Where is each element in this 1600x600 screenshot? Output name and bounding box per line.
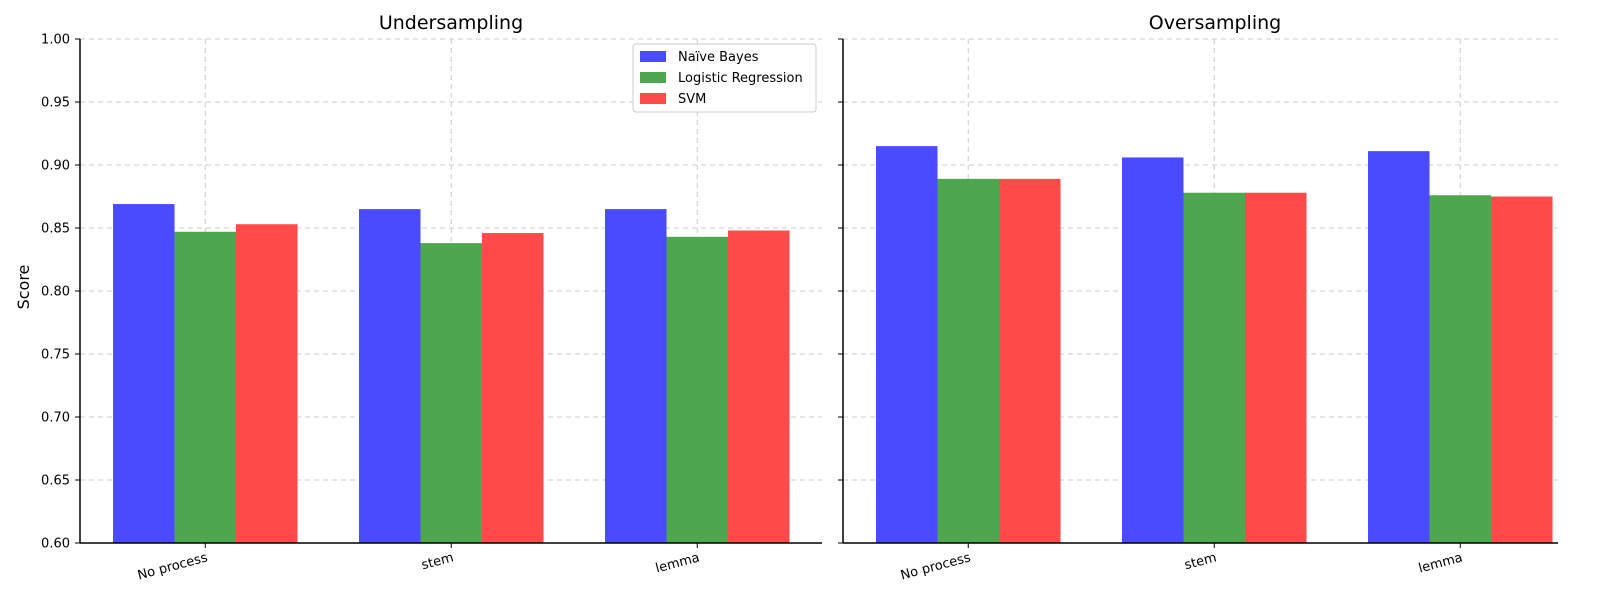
y-tick-label: 0.65 bbox=[41, 474, 70, 489]
undersampling-bar-logistic-regression-no-process bbox=[174, 231, 236, 543]
oversampling-panel: Oversampling No process stem lemma bbox=[838, 12, 1558, 583]
oversampling-x-tick-label-stem: stem bbox=[1183, 550, 1218, 573]
oversampling-x-tick-label-lemma: lemma bbox=[1417, 550, 1464, 576]
undersampling-bar-svm-no-process bbox=[236, 224, 298, 543]
undersampling-bar-svm-lemma bbox=[728, 230, 790, 543]
legend-label-logistic-regression: Logistic Regression bbox=[678, 71, 803, 86]
oversampling-bar-svm-lemma bbox=[1491, 196, 1553, 543]
undersampling-bar-na-ve-bayes-stem bbox=[359, 209, 421, 543]
oversampling-bar-na-ve-bayes-lemma bbox=[1368, 151, 1430, 543]
y-axis-label: Score bbox=[14, 265, 33, 310]
panel-title-oversampling: Oversampling bbox=[1149, 12, 1281, 34]
undersampling-panel: Undersampling 0.60 0.65 0.70 0.75 0.80 0.85 0.… bbox=[41, 12, 822, 583]
y-tick-label: 0.80 bbox=[41, 285, 70, 300]
oversampling-bar-logistic-regression-lemma bbox=[1429, 195, 1491, 544]
panel-title-undersampling: Undersampling bbox=[379, 12, 523, 34]
y-tick-label: 1.00 bbox=[41, 33, 70, 48]
legend-swatch-logistic-regression bbox=[640, 72, 666, 83]
y-tick-label: 0.75 bbox=[41, 348, 70, 363]
legend-swatch-svm bbox=[640, 93, 666, 104]
y-tick-label: 0.70 bbox=[41, 411, 70, 426]
undersampling-bar-svm-stem bbox=[482, 233, 544, 544]
oversampling-x-tick-label-no-process: No process bbox=[899, 550, 972, 583]
legend-frame bbox=[632, 43, 817, 113]
y-tick-label: 0.95 bbox=[41, 96, 70, 111]
oversampling-bar-logistic-regression-stem bbox=[1183, 192, 1245, 543]
y-tick-label: 0.90 bbox=[41, 159, 70, 174]
oversampling-bar-svm-no-process bbox=[999, 178, 1061, 544]
undersampling-bar-na-ve-bayes-lemma bbox=[605, 209, 667, 543]
y-tick-label: 0.85 bbox=[41, 222, 70, 237]
oversampling-bar-na-ve-bayes-stem bbox=[1122, 157, 1184, 543]
oversampling-bar-na-ve-bayes-no-process bbox=[876, 146, 938, 543]
undersampling-bar-logistic-regression-stem bbox=[420, 243, 482, 543]
legend-label-naive-bayes: Naïve Bayes bbox=[678, 50, 759, 65]
undersampling-bar-logistic-regression-lemma bbox=[666, 236, 728, 543]
oversampling-bar-svm-stem bbox=[1245, 192, 1307, 543]
undersampling-x-tick-label-lemma: lemma bbox=[654, 550, 701, 576]
undersampling-x-tick-label-no-process: No process bbox=[136, 550, 209, 583]
legend: Naïve Bayes Logistic Regression SVM bbox=[632, 43, 817, 113]
undersampling-x-tick-label-stem: stem bbox=[420, 550, 455, 573]
legend-label-svm: SVM bbox=[678, 92, 706, 107]
y-tick-label: 0.60 bbox=[41, 537, 70, 552]
undersampling-bar-na-ve-bayes-no-process bbox=[113, 204, 175, 543]
legend-swatch-naive-bayes bbox=[640, 51, 666, 62]
oversampling-bar-logistic-regression-no-process bbox=[937, 178, 999, 544]
